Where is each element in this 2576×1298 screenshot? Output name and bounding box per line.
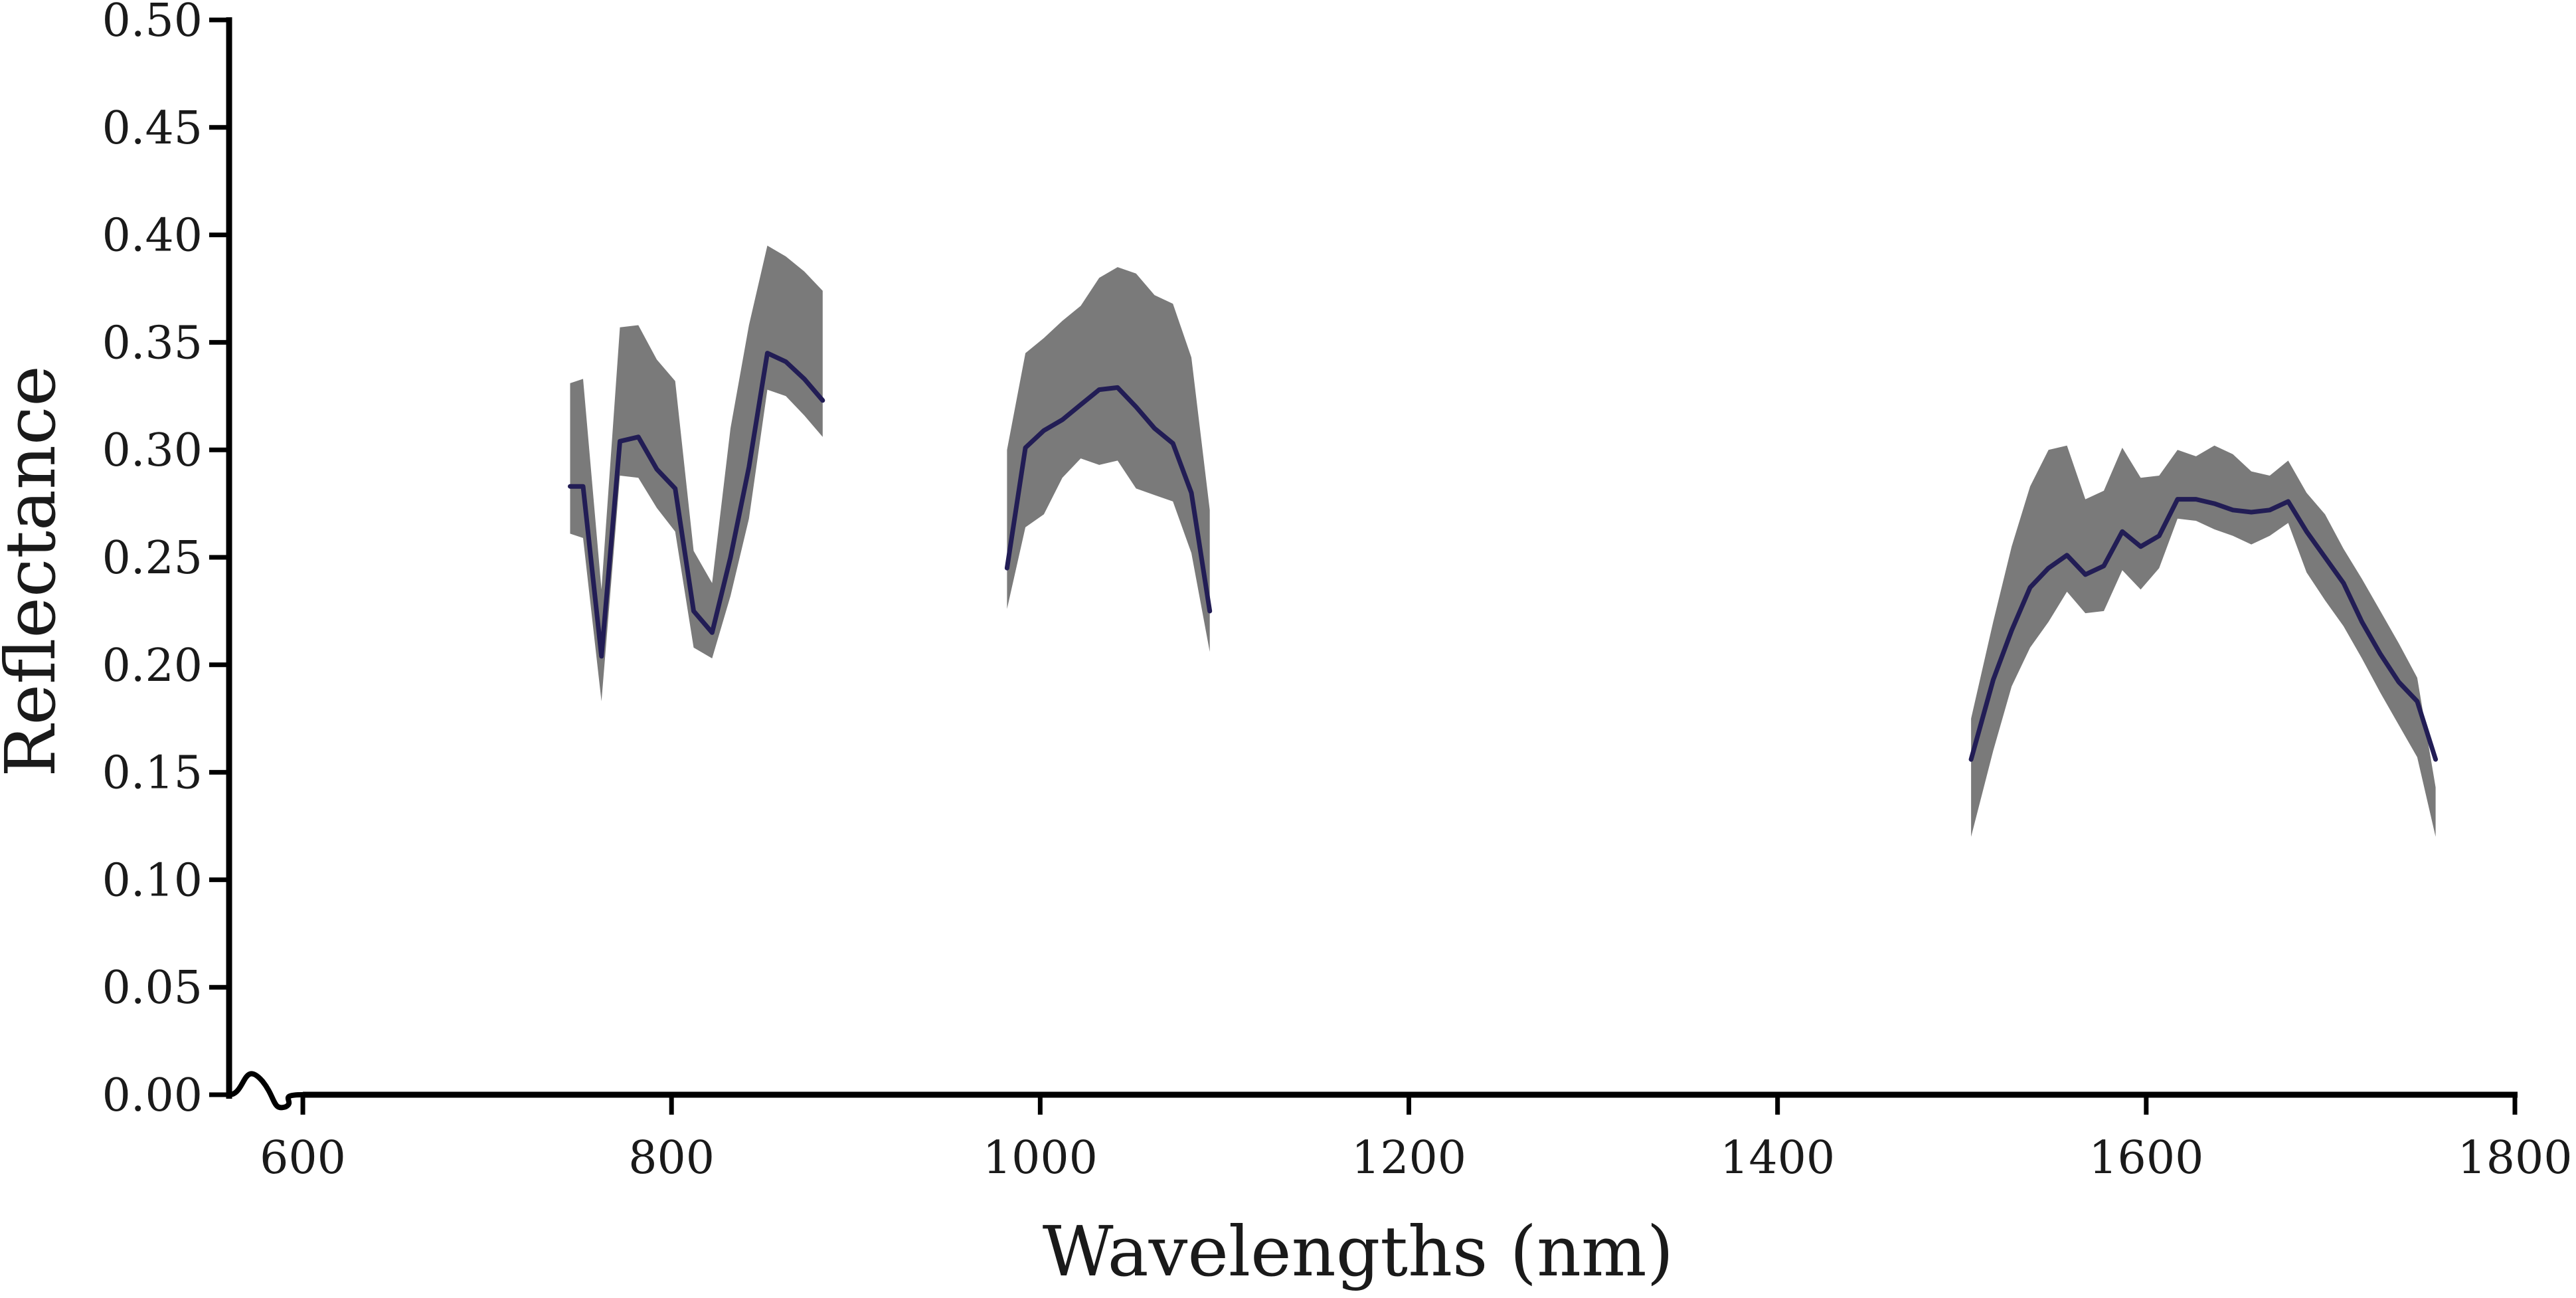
axes-group [226,17,2518,1111]
tick-group: 0.00 0.05 0.10 0.15 0.20 0.25 0.30 0.35 0.40 0.45… [102,0,2573,1184]
y-tick-label: 0.00 [102,1069,203,1122]
x-tick-label: 1800 [2457,1132,2572,1184]
y-tick-label: 0.40 [102,210,203,262]
y-tick-label: 0.45 [102,102,203,155]
y-tick-label: 0.50 [102,0,203,47]
mean-line-group [568,351,2439,762]
x-axis-title: Wavelengths (nm) [1043,1211,1674,1292]
y-tick-label: 0.25 [102,532,203,585]
std-band-group [570,245,2436,837]
x-tick-label: 1400 [1720,1132,1835,1184]
x-tick-label: 1200 [1351,1132,1466,1184]
std-band-2 [1007,267,1210,652]
y-tick-label: 0.30 [102,424,203,477]
y-tick-label: 0.10 [102,854,203,907]
y-tick-label: 0.05 [102,962,203,1014]
mean-line-2 [1004,385,1213,614]
std-band-3 [1971,445,2436,837]
y-tick-label: 0.20 [102,640,203,692]
mean-line-3 [1968,497,2439,762]
x-tick-label: 800 [628,1132,715,1184]
mean-line-1 [568,351,825,659]
x-axis-break [228,1071,303,1111]
y-tick-label: 0.15 [102,747,203,800]
x-tick-label: 600 [260,1132,346,1184]
y-tick-label: 0.35 [102,317,203,369]
x-tick-label: 1600 [2089,1132,2203,1184]
x-tick-label: 1000 [983,1132,1098,1184]
y-axis-title: Reflectance [0,365,71,777]
std-band-1 [570,245,823,701]
